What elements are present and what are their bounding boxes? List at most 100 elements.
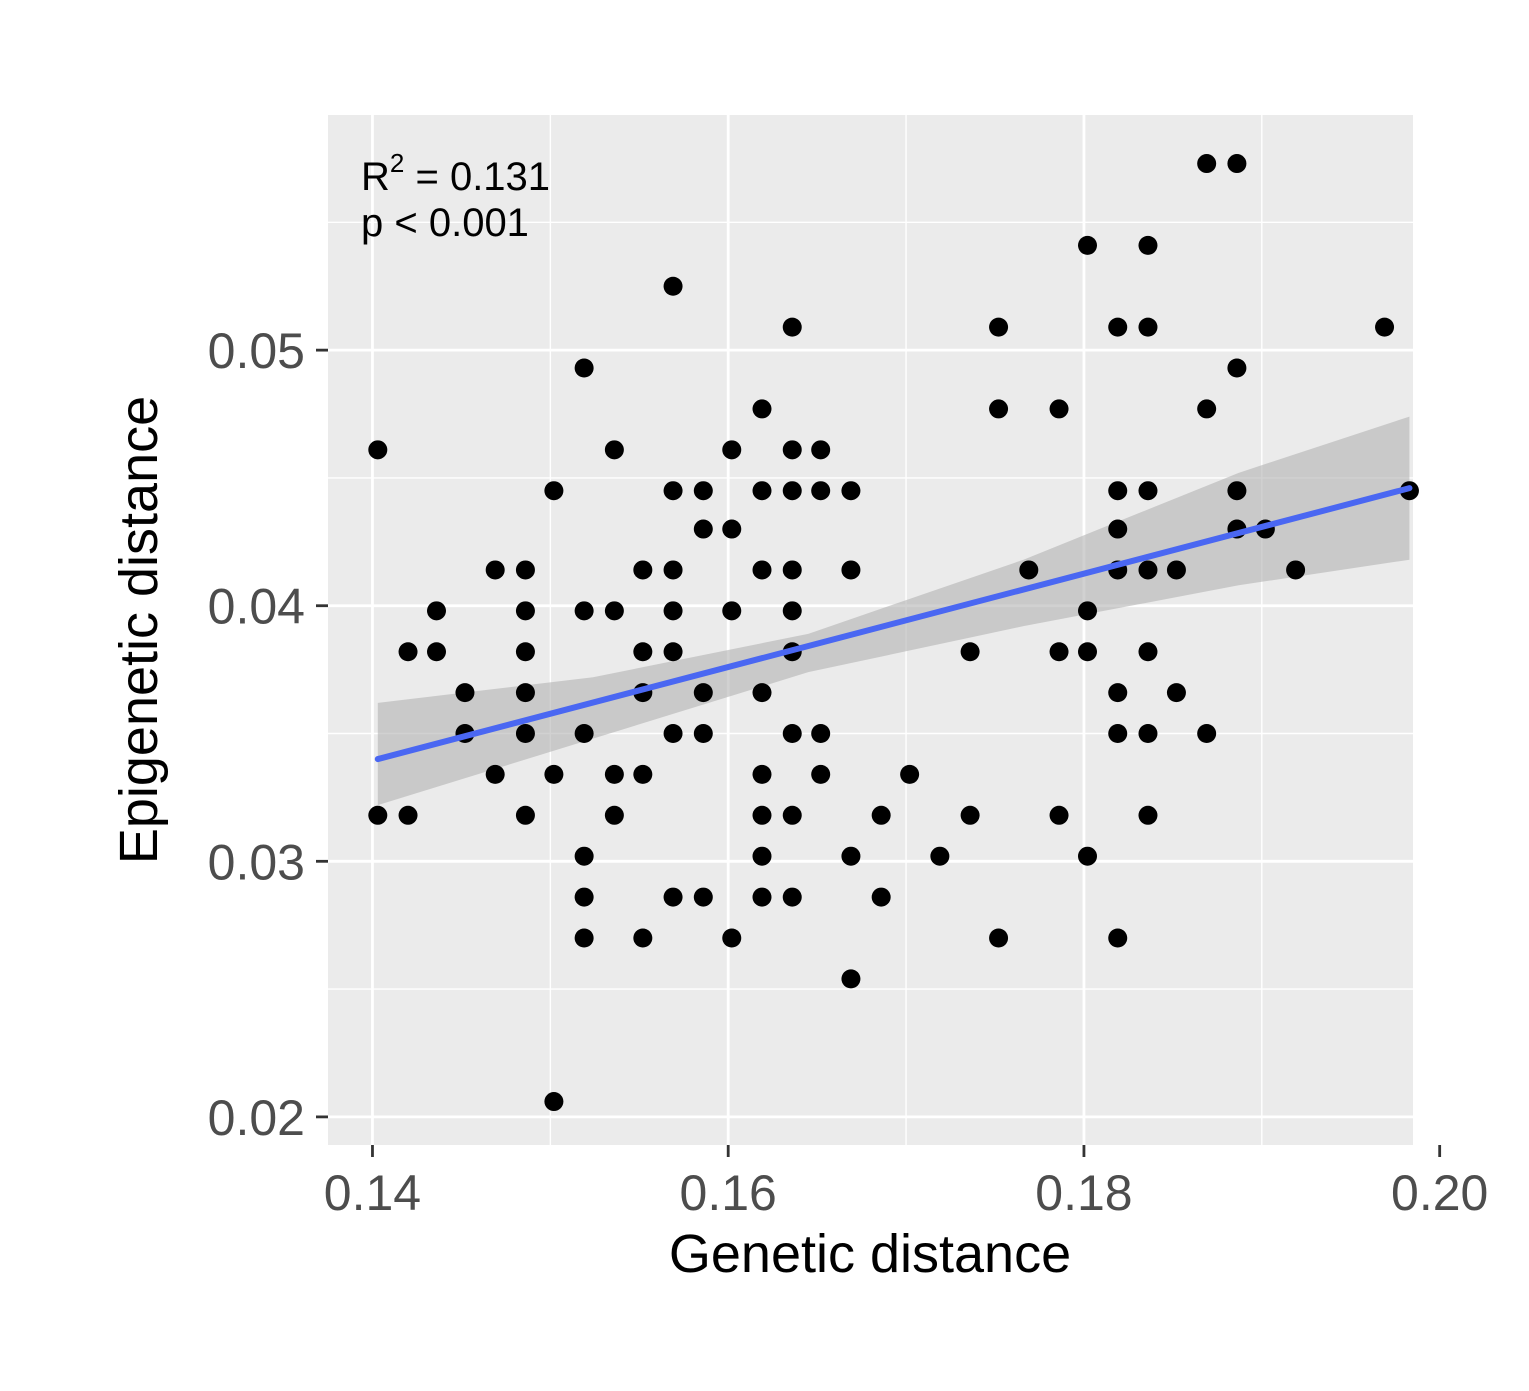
r-squared-base: R [361, 155, 390, 199]
data-point [1138, 805, 1158, 825]
data-point [663, 642, 683, 662]
data-point [782, 317, 802, 337]
y-tick-label: 0.05 [208, 323, 305, 379]
data-point [515, 724, 535, 744]
data-point [485, 560, 505, 580]
data-point [693, 887, 713, 907]
data-point [1227, 481, 1247, 501]
data-point [1197, 399, 1217, 419]
data-point [574, 846, 594, 866]
data-point [604, 440, 624, 460]
data-point [1197, 724, 1217, 744]
data-point [782, 481, 802, 501]
data-point [574, 358, 594, 378]
data-point [782, 805, 802, 825]
data-point [544, 764, 564, 784]
data-point [1227, 154, 1247, 174]
data-point [960, 805, 980, 825]
data-point [841, 481, 861, 501]
data-point [515, 560, 535, 580]
data-point [604, 601, 624, 621]
x-tick-label: 0.18 [1035, 1165, 1132, 1221]
data-point [663, 724, 683, 744]
data-point [693, 724, 713, 744]
data-point [752, 764, 772, 784]
data-point [1108, 928, 1128, 948]
data-point [1108, 683, 1128, 703]
data-point [693, 481, 713, 501]
major-grid [328, 115, 1442, 1145]
data-point [989, 399, 1009, 419]
x-tick-label: 0.16 [680, 1165, 777, 1221]
data-point [1049, 399, 1069, 419]
data-point [1227, 358, 1247, 378]
data-point [1049, 642, 1069, 662]
data-point [663, 560, 683, 580]
data-point [811, 724, 831, 744]
data-point [368, 440, 388, 460]
regression-line [374, 485, 1413, 763]
data-point [693, 683, 713, 703]
data-point [1138, 724, 1158, 744]
data-point [1078, 235, 1097, 255]
data-point [544, 1092, 564, 1112]
data-point [633, 928, 653, 948]
data-point [871, 887, 891, 907]
data-point [900, 764, 920, 784]
data-point [368, 805, 388, 825]
data-point [1108, 481, 1128, 501]
data-point [752, 805, 772, 825]
data-point [811, 764, 831, 784]
data-point [515, 601, 535, 621]
data-point [604, 764, 624, 784]
data-point [574, 928, 594, 948]
confidence-ribbon [377, 416, 1410, 806]
data-point [633, 560, 653, 580]
axis-ticks [316, 348, 1442, 1157]
r-squared-annotation: R2 = 0.131 [361, 148, 550, 199]
data-point [782, 560, 802, 580]
data-point [1166, 560, 1186, 580]
x-tick-labels: 0.14 0.16 0.18 0.20 [324, 1165, 1489, 1221]
data-point [1138, 642, 1158, 662]
data-point [841, 969, 861, 989]
data-point [427, 642, 446, 662]
data-point [752, 683, 772, 703]
data-point [515, 683, 535, 703]
data-point [663, 481, 683, 501]
x-axis-title: Genetic distance [669, 1224, 1071, 1284]
data-point [398, 642, 418, 662]
data-point [782, 601, 802, 621]
data-point [930, 846, 950, 866]
data-point [811, 481, 831, 501]
r-squared-value: = 0.131 [404, 155, 550, 199]
y-tick-labels: 0.02 0.03 0.04 0.05 [208, 323, 305, 1146]
data-point [455, 683, 475, 703]
data-point [989, 317, 1009, 337]
y-tick-label: 0.04 [208, 579, 305, 635]
data-point [515, 805, 535, 825]
data-point [1078, 642, 1097, 662]
p-value-annotation: p < 0.001 [361, 201, 529, 245]
data-point [693, 519, 713, 539]
data-point [485, 764, 505, 784]
data-point [1138, 560, 1158, 580]
data-point [752, 399, 772, 419]
data-point [1138, 481, 1158, 501]
x-tick-label: 0.14 [324, 1165, 421, 1221]
data-point [663, 887, 683, 907]
data-point [782, 440, 802, 460]
data-point [663, 601, 683, 621]
data-point [1019, 560, 1039, 580]
data-point [722, 601, 742, 621]
data-point [1049, 805, 1069, 825]
data-point [871, 805, 891, 825]
data-point [574, 887, 594, 907]
data-point [752, 481, 772, 501]
data-point [752, 846, 772, 866]
data-point [633, 642, 653, 662]
data-point [841, 846, 861, 866]
data-point [427, 601, 446, 621]
data-point [633, 764, 653, 784]
